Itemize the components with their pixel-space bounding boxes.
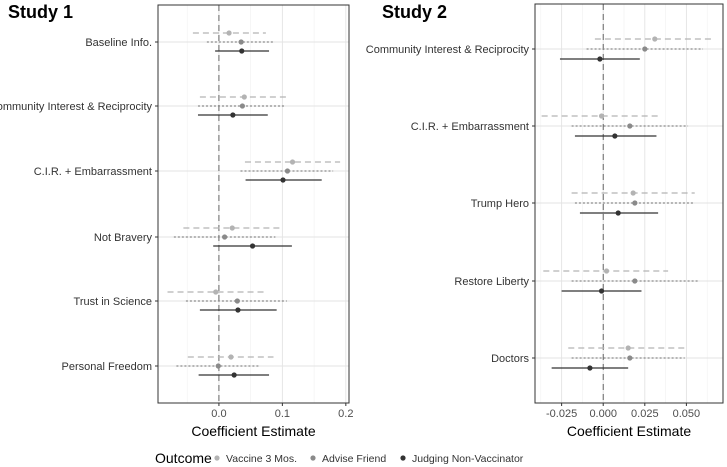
point-estimate xyxy=(627,355,633,361)
point-estimate xyxy=(238,39,244,45)
legend: Outcome Vaccine 3 Mos. Advise Friend Judgin… xyxy=(155,450,524,466)
point-estimate xyxy=(213,289,219,295)
point-estimate xyxy=(249,243,256,249)
legend-swatch xyxy=(214,455,220,461)
point-estimate xyxy=(632,278,638,284)
point-estimate xyxy=(222,234,228,240)
point-estimate xyxy=(235,307,241,313)
legend-title: Outcome xyxy=(155,450,212,466)
legend-item-label: Vaccine 3 Mos. xyxy=(226,453,297,465)
legend-swatch xyxy=(400,455,406,461)
panel-2: Study 2 Community Interest & Reciprocity C… xyxy=(366,2,724,439)
x-axis-title: Coefficient Estimate xyxy=(567,423,691,439)
point-estimate xyxy=(284,168,291,174)
y-tick-label: C.I.R. + Embarrassment xyxy=(34,166,152,178)
point-estimate xyxy=(231,372,237,378)
y-tick-label: Community Interest & Reciprocity xyxy=(366,44,530,56)
point-estimate xyxy=(625,345,631,351)
panel-border xyxy=(534,3,724,404)
x-axis-title: Coefficient Estimate xyxy=(191,423,315,439)
panel-border xyxy=(157,4,350,404)
point-estimate xyxy=(598,288,605,294)
point-estimate xyxy=(280,177,286,183)
panel-title: Study 1 xyxy=(8,2,73,22)
point-estimate xyxy=(642,46,648,52)
x-tick-label: 0.2 xyxy=(338,408,353,420)
point-estimate xyxy=(226,30,232,36)
y-tick-label: Personal Freedom xyxy=(62,361,153,373)
y-tick-label: Restore Liberty xyxy=(454,276,529,288)
point-estimate xyxy=(630,190,636,196)
point-estimate xyxy=(627,123,633,129)
point-estimate xyxy=(289,159,296,165)
point-estimate xyxy=(239,103,245,109)
y-tick-label: Doctors xyxy=(491,353,529,365)
point-estimate xyxy=(603,268,610,274)
point-estimate xyxy=(632,200,638,206)
y-tick-label: Baseline Info. xyxy=(85,37,152,49)
point-estimate xyxy=(228,354,234,360)
point-estimate xyxy=(597,56,603,62)
x-tick-label: 0.0 xyxy=(211,408,226,420)
point-estimate xyxy=(598,113,605,119)
panel-1: Study 1 Baseline Info. Community Interest … xyxy=(0,2,353,439)
point-estimate xyxy=(615,210,621,216)
point-estimate xyxy=(239,48,245,54)
x-tick-label: -0.025 xyxy=(546,408,577,420)
point-estimate xyxy=(612,133,618,139)
legend-item-label: Judging Non-Vaccinator xyxy=(412,453,524,465)
x-tick-label: 0.000 xyxy=(589,408,617,420)
x-tick-label: 0.025 xyxy=(631,408,659,420)
legend-item-label: Advise Friend xyxy=(322,453,386,465)
legend-swatch xyxy=(310,455,316,461)
panel-title: Study 2 xyxy=(382,2,447,22)
point-estimate xyxy=(587,365,593,371)
x-tick-label: 0.050 xyxy=(673,408,701,420)
point-estimate xyxy=(229,225,235,231)
point-estimate xyxy=(215,363,221,369)
point-estimate xyxy=(241,94,247,100)
y-tick-label: C.I.R. + Embarrassment xyxy=(411,121,529,133)
y-tick-label: Trump Hero xyxy=(471,198,529,210)
point-estimate xyxy=(234,298,240,304)
point-estimate xyxy=(230,112,236,118)
y-tick-label: Not Bravery xyxy=(94,232,153,244)
y-tick-label: Trust in Science xyxy=(74,296,152,308)
point-estimate xyxy=(652,36,658,42)
y-tick-label: Community Interest & Reciprocity xyxy=(0,101,152,113)
x-tick-label: 0.1 xyxy=(275,408,290,420)
